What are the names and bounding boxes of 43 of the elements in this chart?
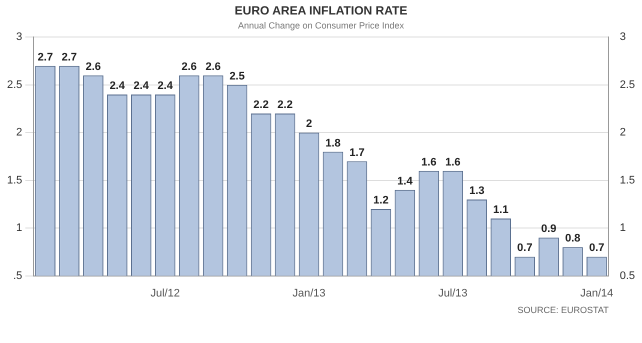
data-label: 2 [306, 118, 312, 130]
y-tick-label: .5 [13, 270, 22, 282]
y2-tick-label: 2 [620, 126, 626, 139]
y-tick-label: 2.5 [6, 78, 22, 91]
y2-tick-label: 0.5 [620, 270, 636, 282]
data-label: 2.4 [134, 80, 150, 92]
data-label: 1.7 [349, 146, 365, 159]
chart-subtitle: Annual Change on Consumer Price Index [238, 20, 405, 30]
data-label: 1.6 [445, 156, 461, 168]
y2-tick-label: 1.5 [620, 174, 636, 186]
data-label: 2.4 [110, 80, 126, 92]
x-tick-label: Jan/14 [580, 287, 614, 300]
data-label: 1.2 [373, 194, 389, 207]
data-label: 2.7 [38, 51, 53, 64]
data-label: 0.7 [589, 242, 604, 254]
data-label: 2.7 [62, 51, 77, 64]
data-label: 0.7 [517, 242, 532, 254]
y-tick-label: 3 [16, 31, 22, 44]
source-note: SOURCE: EUROSTAT [518, 304, 610, 315]
data-label: 2.6 [181, 60, 197, 73]
data-label: 2.2 [277, 99, 293, 112]
data-label: 1.1 [493, 204, 508, 216]
data-label: 2.6 [205, 60, 221, 73]
data-label: 2.4 [158, 80, 174, 92]
y-tick-label: 1.5 [6, 174, 22, 186]
data-label: 0.8 [565, 232, 580, 245]
data-label: 0.9 [541, 223, 556, 236]
data-label: 2.2 [253, 99, 269, 112]
y2-tick-label: 3 [620, 31, 626, 44]
x-tick-label: Jul/12 [150, 287, 180, 300]
x-tick-label: Jan/13 [292, 287, 326, 300]
y2-tick-label: 1 [620, 222, 626, 234]
y-tick-label: 1 [16, 222, 22, 234]
data-label: 1.3 [469, 184, 484, 197]
data-label: 2.5 [229, 70, 245, 82]
data-label: 2.6 [86, 60, 101, 73]
data-label: 1.4 [397, 175, 414, 188]
data-label: 1.6 [421, 156, 437, 168]
chart-title: EURO AREA INFLATION RATE [234, 4, 408, 18]
x-tick-label: Jul/13 [438, 287, 468, 300]
y2-tick-label: 2.5 [620, 78, 636, 91]
data-label: 1.8 [325, 137, 341, 150]
y-tick-label: 2 [16, 126, 22, 139]
